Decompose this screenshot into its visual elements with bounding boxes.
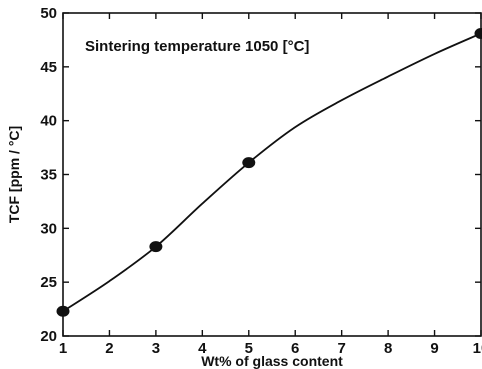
y-tick-label: 25 xyxy=(40,274,57,291)
chart-annotation: Sintering temperature 1050 [°C] xyxy=(85,38,309,55)
x-tick-label: 8 xyxy=(384,340,392,357)
y-tick-label: 40 xyxy=(40,113,57,130)
x-tick-label: 10 xyxy=(473,340,482,357)
x-tick-label: 2 xyxy=(105,340,113,357)
x-tick-label: 5 xyxy=(245,340,253,357)
curve-layer xyxy=(62,32,482,312)
points-layer xyxy=(56,27,482,317)
data-point xyxy=(149,241,163,253)
x-tick-label: 7 xyxy=(337,340,345,357)
x-tick-label: 6 xyxy=(291,340,299,357)
y-tick-label: 35 xyxy=(40,167,57,184)
y-tick-label: 30 xyxy=(40,220,57,237)
x-axis-label: Wt% of glass content xyxy=(201,353,343,369)
x-tick-label: 9 xyxy=(430,340,438,357)
y-axis-label: TCF [ppm / °C] xyxy=(6,126,22,223)
x-tick-label: 4 xyxy=(198,340,207,357)
series-line xyxy=(62,32,482,312)
data-point xyxy=(474,27,482,39)
y-tick-label: 45 xyxy=(40,59,57,76)
x-tick-label: 1 xyxy=(59,340,67,357)
y-tick-label: 20 xyxy=(40,328,57,345)
plot-frame xyxy=(62,12,482,337)
y-tick-label: 50 xyxy=(40,5,57,22)
x-tick-label: 3 xyxy=(152,340,160,357)
data-point xyxy=(242,157,256,169)
ticks-layer: 1234567891020253035404550 xyxy=(40,5,482,357)
